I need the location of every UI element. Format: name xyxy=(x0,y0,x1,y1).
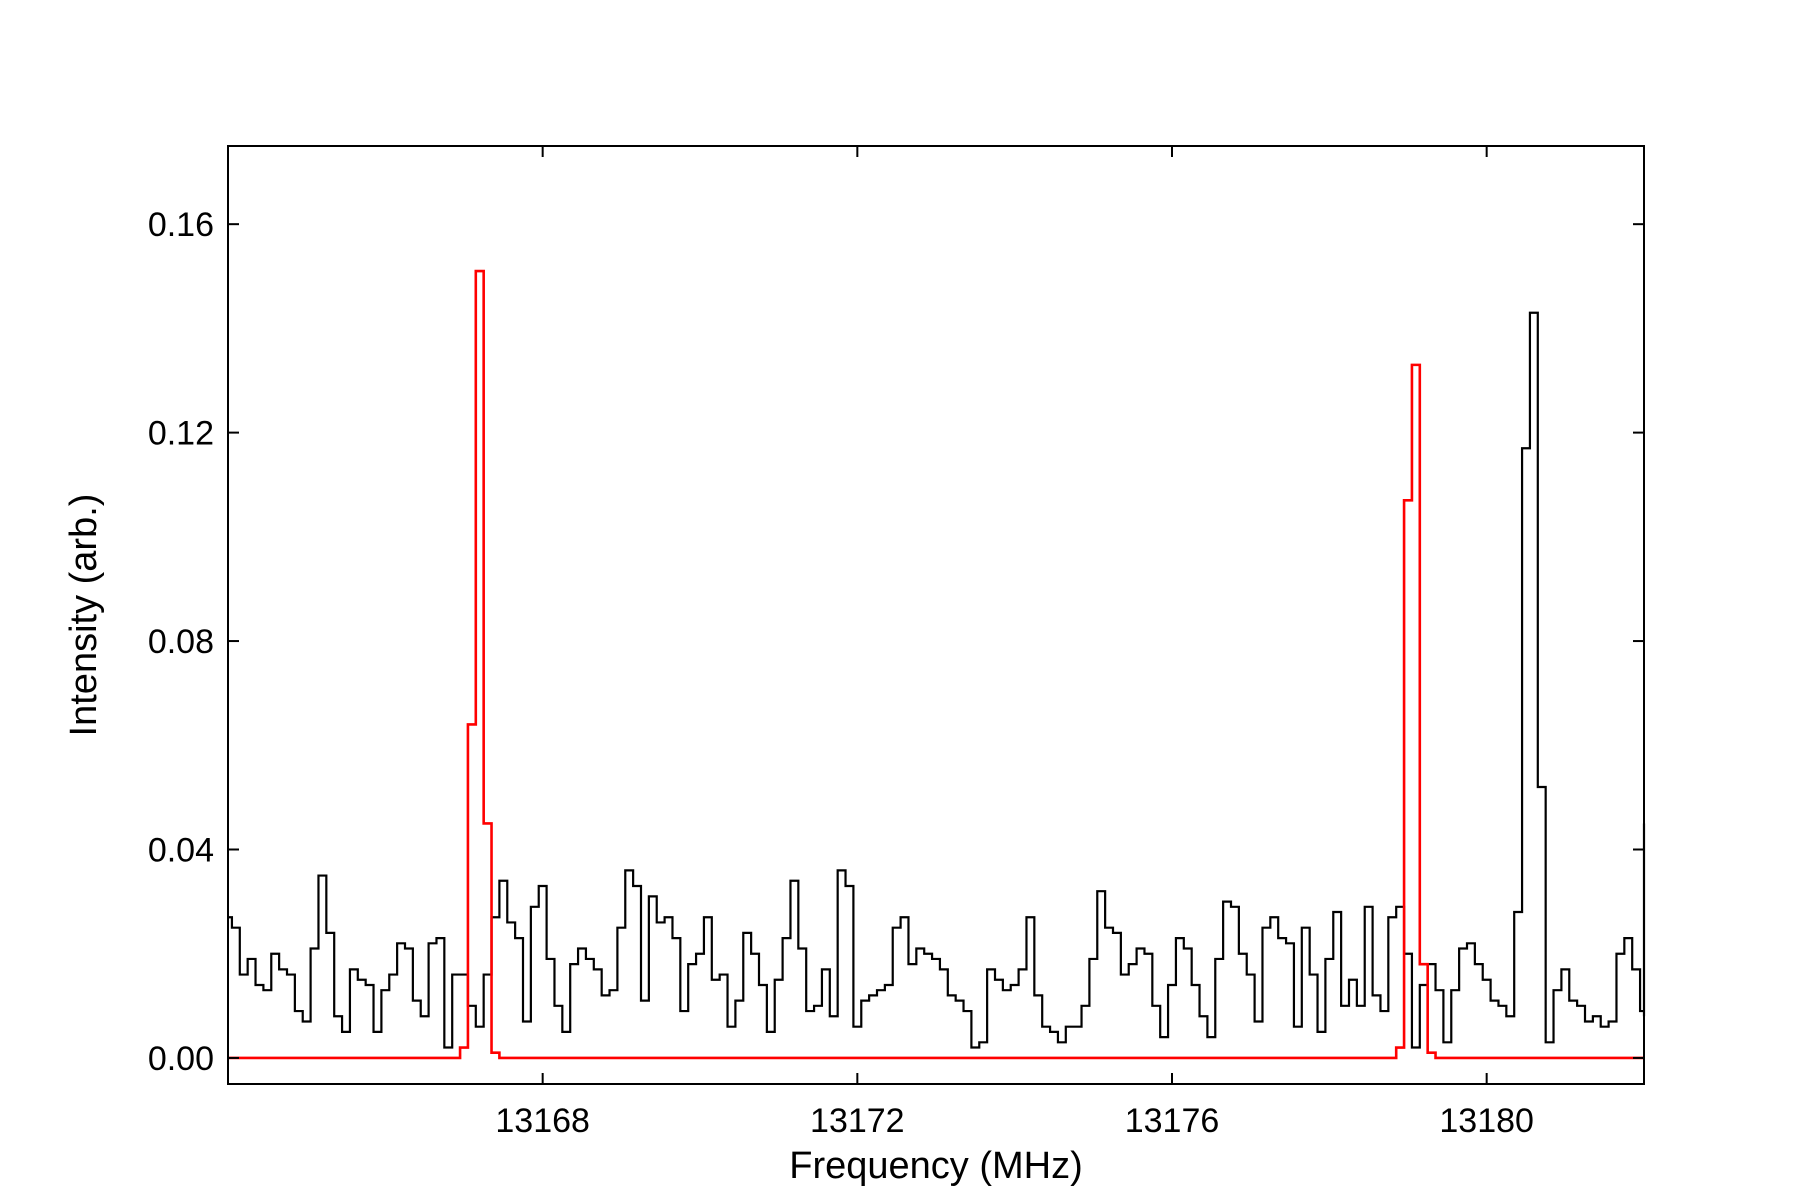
y-tick-label: 0.00 xyxy=(148,1040,214,1078)
y-tick-label: 0.04 xyxy=(148,832,214,870)
y-tick-label: 0.08 xyxy=(148,623,214,661)
x-tick-label: 13168 xyxy=(495,1102,590,1140)
y-tick-label: 0.12 xyxy=(148,415,214,453)
x-tick-label: 13176 xyxy=(1125,1102,1220,1140)
x-tick-label: 13172 xyxy=(810,1102,905,1140)
tick-layer: 13168 13172 13176 13180 0.00 0.04 0.08 0.12 0.16 xyxy=(148,146,1644,1140)
plot-frame xyxy=(227,145,1645,1085)
series-observed-line xyxy=(228,311,1646,1049)
x-tick-label: 13180 xyxy=(1439,1102,1534,1140)
y-axis-title: Intensity (arb.) xyxy=(63,494,105,737)
series-layer xyxy=(228,269,1646,1060)
x-axis-title: Frequency (MHz) xyxy=(789,1145,1083,1187)
y-tick-label: 0.16 xyxy=(148,206,214,244)
series-simulated-line xyxy=(228,269,1644,1060)
